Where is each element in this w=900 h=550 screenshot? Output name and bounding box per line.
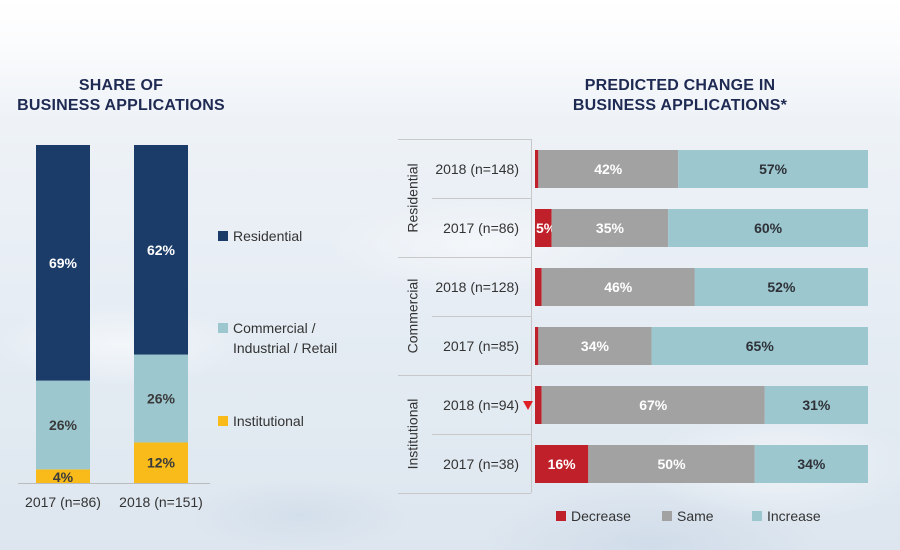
bar-segment-decrease [535,445,589,483]
legend-label: Decrease [571,508,631,524]
bar-data-label: 42% [594,161,623,177]
row-label: 2017 (n=38) [443,456,519,472]
bar-segment-same [538,150,679,188]
right-chart-title: PREDICTED CHANGE IN BUSINESS APPLICATION… [520,76,840,116]
down-triangle-icon [523,401,533,410]
bar-segment-same [551,209,669,247]
bar-data-label: 16% [548,456,577,472]
legend-label: Same [677,508,714,524]
legend-item-commercial: Commercial / Industrial / Retail [218,318,337,358]
bar-segment-increase [754,445,868,483]
bar-data-label: 4% [53,469,74,485]
bar-segment-same [541,268,695,306]
bar-data-label: 34% [797,456,826,472]
bar-segment-increase [764,386,868,424]
bar-segment-same [538,327,652,365]
bar-data-label: 57% [759,161,788,177]
legend-item-same: Same [662,506,714,526]
x-tick-label: 2017 (n=86) [25,494,101,510]
bar-data-label: 31% [802,397,831,413]
bar-segment-increase [694,268,868,306]
legend-label-line: Institutional [233,413,304,429]
bar-segment-institutional-2018 [134,442,188,483]
bar-segment-residential-2018 [134,145,188,355]
bar-data-label: 46% [604,279,633,295]
bar-segment-decrease [535,150,539,188]
bar-data-label: 52% [767,279,796,295]
bar-data-label: 34% [581,338,610,354]
bar-data-label: 65% [746,338,775,354]
bar-data-label: 5% [536,220,557,236]
bar-data-label: 26% [147,391,176,407]
row-label: 2018 (n=148) [435,161,519,177]
legend-label-line: Industrial / Retail [233,340,338,356]
bar-segment-same [588,445,755,483]
left-title-line-1: SHARE OF [78,77,164,94]
legend-label-line: Residential [233,228,303,244]
x-tick-label: 2018 (n=151) [119,494,203,510]
bar-data-label: 69% [49,255,78,271]
bar-segment-commercial-2018 [134,354,188,443]
row-label: 2018 (n=128) [435,279,519,295]
legend-swatch [556,511,566,521]
row-label: 2018 (n=94) [443,397,519,413]
bar-segment-same [541,386,765,424]
legend-swatch [218,323,228,333]
group-label-institutional: Institutional [405,399,421,470]
bar-data-label: 60% [754,220,783,236]
legend-item-residential: Residential [218,226,302,246]
legend-item-decrease: Decrease [556,506,631,526]
group-label-residential: Residential [405,163,421,232]
legend-item-increase: Increase [752,506,821,526]
bar-segment-institutional-2017 [36,469,90,483]
bar-segment-increase [651,327,868,365]
bar-segment-increase [668,209,868,247]
left-title-line-2: BUSINESS APPLICATIONS [17,97,225,114]
legend-label: Institutional [233,411,304,431]
legend-label: Residential [233,226,302,246]
bar-data-label: 50% [658,456,687,472]
bar-data-label: 26% [49,417,78,433]
bar-segment-commercial-2017 [36,380,90,470]
group-label-commercial: Commercial [405,279,421,354]
bar-segment-residential-2017 [36,145,90,381]
bar-segment-decrease [535,268,542,306]
bar-data-label: 35% [596,220,625,236]
legend-label-line: Commercial / [233,320,316,336]
legend-swatch [752,511,762,521]
bar-segment-increase [678,150,868,188]
left-chart-title: SHARE OF BUSINESS APPLICATIONS [0,76,242,116]
legend-item-institutional: Institutional [218,411,304,431]
legend-label: Commercial / Industrial / Retail [233,318,337,358]
legend-label: Increase [767,508,821,524]
legend-swatch [218,416,228,426]
bar-segment-decrease [535,327,539,365]
right-title-line-1: PREDICTED CHANGE IN [584,77,776,94]
bar-segment-decrease [535,209,552,247]
bar-data-label: 67% [639,397,668,413]
legend-swatch [218,231,228,241]
bar-data-label: 62% [147,242,176,258]
bar-data-label: 12% [147,455,176,471]
bar-segment-decrease [535,386,542,424]
row-label: 2017 (n=85) [443,338,519,354]
right-title-line-2: BUSINESS APPLICATIONS* [572,97,788,114]
legend-swatch [662,511,672,521]
row-label: 2017 (n=86) [443,220,519,236]
